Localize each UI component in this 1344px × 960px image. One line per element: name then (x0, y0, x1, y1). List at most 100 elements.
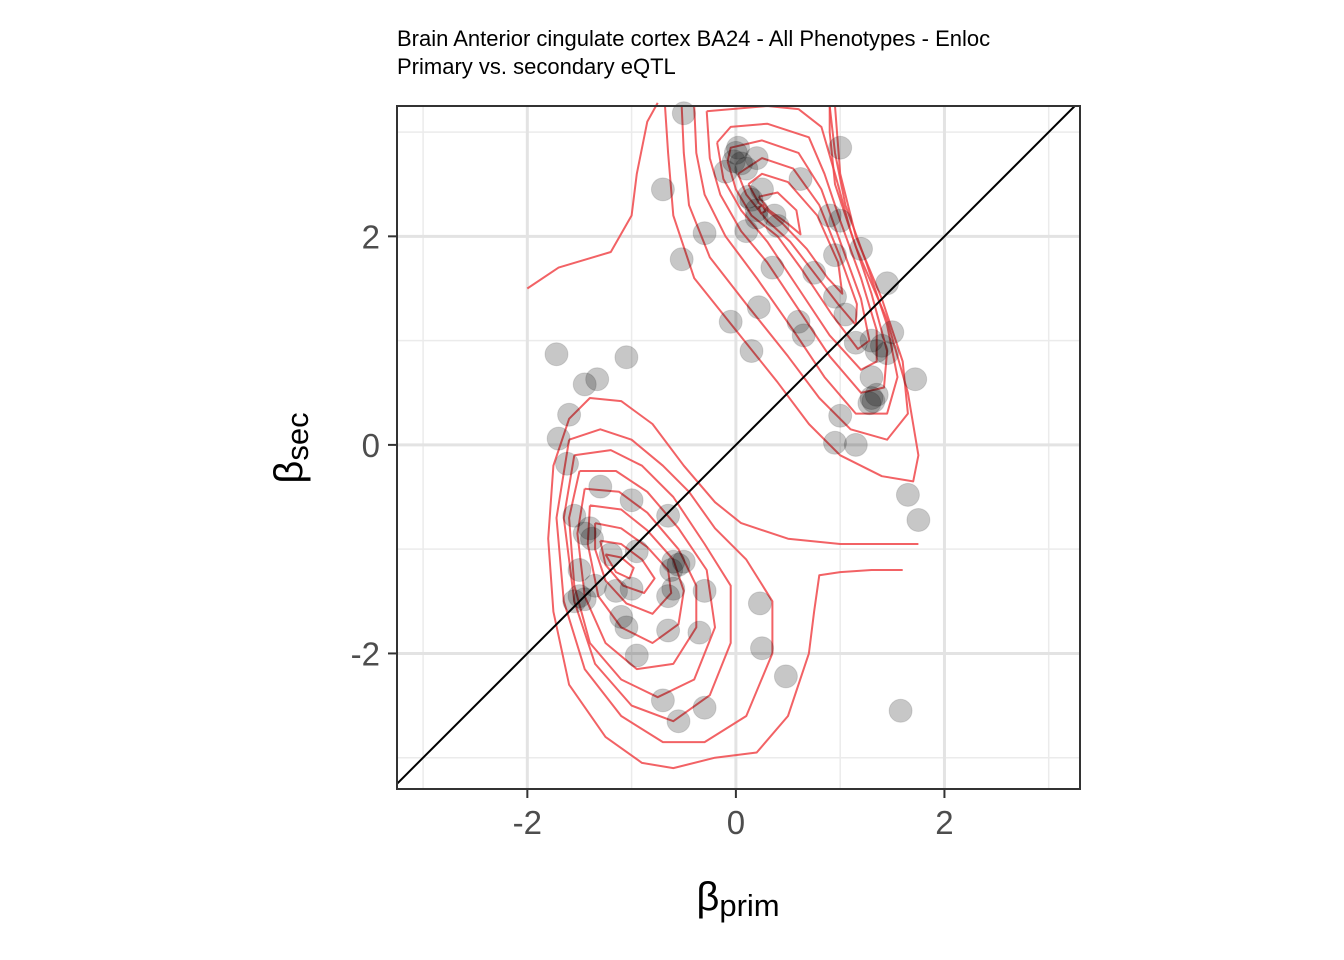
data-point (828, 208, 853, 233)
data-point (739, 339, 764, 363)
data-point (864, 339, 889, 363)
data-point (747, 591, 772, 616)
plot-background (397, 106, 1080, 789)
y-axis-title: βsec (267, 412, 315, 483)
density-contour-line (705, 105, 889, 394)
data-point (744, 198, 769, 223)
data-point (562, 503, 587, 528)
x-tick-label: -2 (513, 804, 542, 841)
data-point (713, 159, 738, 184)
density-contour-line (586, 504, 685, 644)
data-point (906, 508, 931, 532)
data-point (875, 341, 900, 366)
data-point (546, 426, 571, 451)
y-tick-label: 2 (362, 218, 380, 255)
data-point (567, 558, 592, 582)
density-contour-line (757, 204, 767, 215)
data-point (650, 177, 675, 202)
data-point (580, 526, 604, 551)
data-point (746, 295, 771, 320)
data-point (736, 184, 761, 209)
data-point (669, 247, 694, 272)
data-point (823, 243, 847, 268)
density-contour-line (604, 553, 635, 580)
density-contour-line (562, 449, 732, 723)
data-point (857, 391, 882, 416)
plot-panel-border (396, 105, 1081, 790)
data-point (773, 664, 798, 689)
density-contours (526, 102, 920, 770)
data-point (760, 255, 785, 280)
data-point (661, 576, 686, 601)
data-point (786, 309, 811, 334)
data-point (687, 620, 712, 645)
data-point (888, 698, 913, 723)
data-point (828, 135, 853, 160)
density-contour-line (599, 539, 656, 594)
grid-lines (397, 106, 1080, 789)
data-point (723, 140, 748, 165)
data-point (869, 333, 894, 358)
density-contour-line (568, 470, 716, 699)
data-point (598, 542, 623, 567)
x-tick-label: 2 (935, 804, 953, 841)
data-point (577, 516, 602, 541)
identity-diagonal-line (396, 105, 1076, 785)
y-tick-label: 0 (362, 427, 380, 464)
density-contour-line (547, 397, 919, 770)
data-point (588, 474, 613, 499)
data-point (572, 521, 597, 546)
y-axis-title-subscript: sec (280, 412, 315, 460)
data-point (833, 302, 858, 327)
data-point (650, 688, 675, 713)
data-point (671, 549, 696, 574)
density-contour-line (526, 102, 659, 290)
data-point (744, 205, 769, 230)
density-contour-line (555, 428, 774, 744)
data-point (614, 345, 639, 370)
data-point (802, 260, 827, 285)
data-point (624, 643, 649, 668)
data-point (557, 402, 582, 427)
data-point (614, 615, 639, 640)
data-point (843, 330, 868, 355)
data-point (828, 403, 853, 428)
density-contour-line (594, 522, 673, 615)
data-point (791, 323, 816, 348)
data-point (880, 320, 905, 345)
data-point (604, 578, 628, 603)
density-contour-line (726, 139, 871, 350)
data-point (903, 367, 928, 392)
data-point (823, 430, 847, 455)
x-tick-label: 0 (727, 804, 745, 841)
data-point (661, 549, 686, 574)
data-point (762, 203, 787, 228)
data-point (671, 101, 696, 126)
data-point (859, 328, 884, 353)
density-contour-line (758, 191, 802, 236)
data-point (659, 558, 684, 582)
data-point (572, 372, 597, 397)
data-point (744, 146, 769, 171)
x-axis: -2 0 2 (513, 789, 954, 841)
data-point (849, 236, 873, 261)
data-point (692, 695, 717, 720)
chart-title: Brain Anterior cingulate cortex BA24 - A… (397, 26, 990, 51)
data-point (788, 167, 813, 191)
data-point (619, 488, 644, 513)
data-point (895, 482, 920, 507)
data-point (823, 284, 847, 309)
x-axis-title-symbol: β (696, 875, 719, 919)
y-axis: -2 0 2 (351, 218, 397, 672)
data-point (817, 203, 842, 228)
density-contour-line (693, 105, 899, 415)
data-point (859, 365, 884, 390)
data-point (562, 589, 587, 614)
data-point (619, 576, 644, 601)
data-point (864, 382, 889, 407)
data-point (567, 584, 592, 609)
data-point (572, 587, 597, 612)
data-point (750, 636, 774, 661)
data-point (843, 432, 868, 457)
